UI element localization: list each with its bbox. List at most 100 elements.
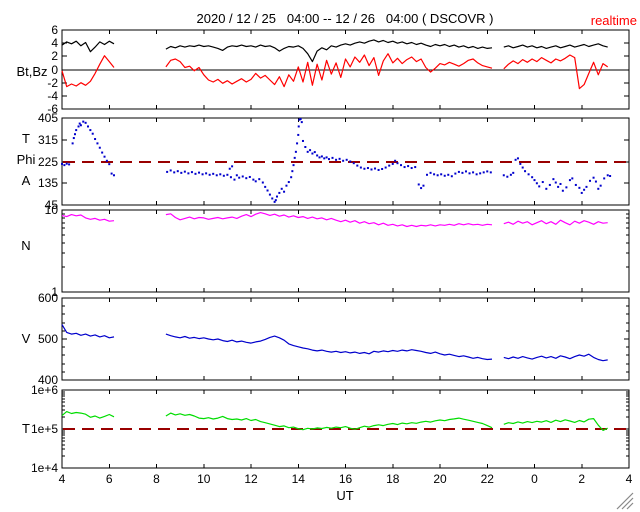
data-dot — [414, 166, 417, 169]
y-tick-label: 1 — [51, 285, 58, 299]
data-dot — [580, 191, 583, 194]
data-dot — [538, 185, 541, 188]
data-dot — [554, 181, 557, 184]
data-line-bz — [165, 53, 493, 88]
data-dot — [391, 162, 394, 165]
resize-grip-icon[interactable] — [616, 492, 634, 510]
ylabel-temperature: T — [22, 421, 30, 436]
data-dot — [226, 173, 229, 176]
ylabel-bt-bz: Bt,Bz — [16, 64, 48, 79]
data-dot — [78, 122, 81, 125]
x-tick-label: 6 — [106, 472, 113, 486]
data-dot — [89, 129, 92, 132]
data-dot — [323, 157, 326, 160]
data-dot — [420, 187, 423, 190]
data-dot — [519, 162, 522, 165]
data-dot — [461, 171, 464, 174]
data-dot — [222, 174, 225, 177]
data-dot — [585, 185, 588, 188]
x-tick-label: 4 — [626, 472, 633, 486]
data-dot — [75, 129, 78, 132]
data-dot — [238, 176, 241, 179]
y-tick-label: 45 — [45, 198, 59, 212]
data-dot — [506, 175, 509, 178]
data-dot — [594, 180, 597, 183]
data-dot — [384, 166, 387, 169]
x-tick-label: 20 — [433, 472, 447, 486]
data-dot — [524, 170, 527, 173]
data-dot — [571, 177, 574, 180]
data-line-t — [165, 412, 493, 431]
data-dot — [275, 195, 278, 198]
y-tick-label: -4 — [47, 89, 58, 103]
data-dot — [541, 181, 544, 184]
data-dot — [468, 172, 471, 175]
y-tick-label: 135 — [38, 176, 58, 190]
data-dot — [278, 191, 281, 194]
data-dot — [457, 170, 460, 173]
data-dot — [187, 172, 190, 175]
y-tick-label: 2 — [51, 49, 58, 63]
data-dot — [527, 173, 530, 176]
data-dot — [352, 162, 355, 165]
data-dot — [377, 168, 380, 171]
data-dot — [363, 167, 366, 170]
data-dot — [297, 125, 300, 128]
data-dot — [561, 189, 564, 192]
y-tick-label: 500 — [38, 332, 58, 346]
data-dot — [79, 124, 82, 127]
data-dot — [290, 176, 293, 179]
data-dot — [514, 158, 517, 161]
data-dot — [103, 155, 106, 158]
data-dot — [219, 173, 222, 176]
x-tick-label: 22 — [481, 472, 495, 486]
y-tick-label: 10 — [45, 203, 59, 217]
data-dot — [440, 173, 443, 176]
data-dot — [291, 170, 294, 173]
data-dot — [475, 173, 478, 176]
panel-v: 600 500 400 — [38, 291, 630, 387]
data-dot — [535, 182, 538, 185]
data-dot — [173, 171, 176, 174]
y-tick-label: 1e+4 — [31, 461, 58, 475]
x-tick-label: 0 — [531, 472, 538, 486]
data-dot — [229, 176, 232, 179]
x-tick-label: 4 — [59, 472, 66, 486]
ylabel-velocity: V — [21, 331, 31, 346]
y-tick-label: 1e+6 — [31, 383, 58, 397]
data-dot — [180, 171, 183, 174]
data-dot — [261, 181, 264, 184]
data-dot — [235, 174, 238, 177]
data-dot — [248, 175, 251, 178]
data-dot — [464, 170, 467, 173]
data-dot — [82, 120, 85, 123]
data-dot — [268, 193, 271, 196]
y-tick-label: 0 — [51, 63, 58, 77]
data-dot — [212, 172, 215, 175]
data-dot — [403, 166, 406, 169]
data-dot — [327, 158, 330, 161]
data-dot — [609, 175, 612, 177]
data-dot — [176, 170, 179, 173]
data-dot — [559, 182, 562, 185]
data-dot — [198, 171, 201, 174]
data-dot — [68, 163, 71, 166]
data-dot — [266, 189, 269, 192]
data-dot — [502, 174, 505, 177]
data-dot — [215, 174, 218, 177]
data-dot — [533, 179, 536, 182]
data-dot — [436, 174, 439, 177]
data-dot — [516, 157, 519, 160]
x-tick-label: 8 — [153, 472, 160, 486]
data-dot — [183, 170, 186, 173]
data-dot — [304, 146, 307, 148]
data-dot — [443, 174, 446, 177]
data-dot — [400, 164, 403, 167]
data-dot — [388, 164, 391, 167]
x-tick-label: 18 — [386, 472, 400, 486]
data-dot — [296, 142, 299, 145]
data-dot — [245, 177, 248, 180]
y-tick-label: 1e+5 — [31, 422, 58, 436]
data-line-v — [165, 333, 493, 361]
